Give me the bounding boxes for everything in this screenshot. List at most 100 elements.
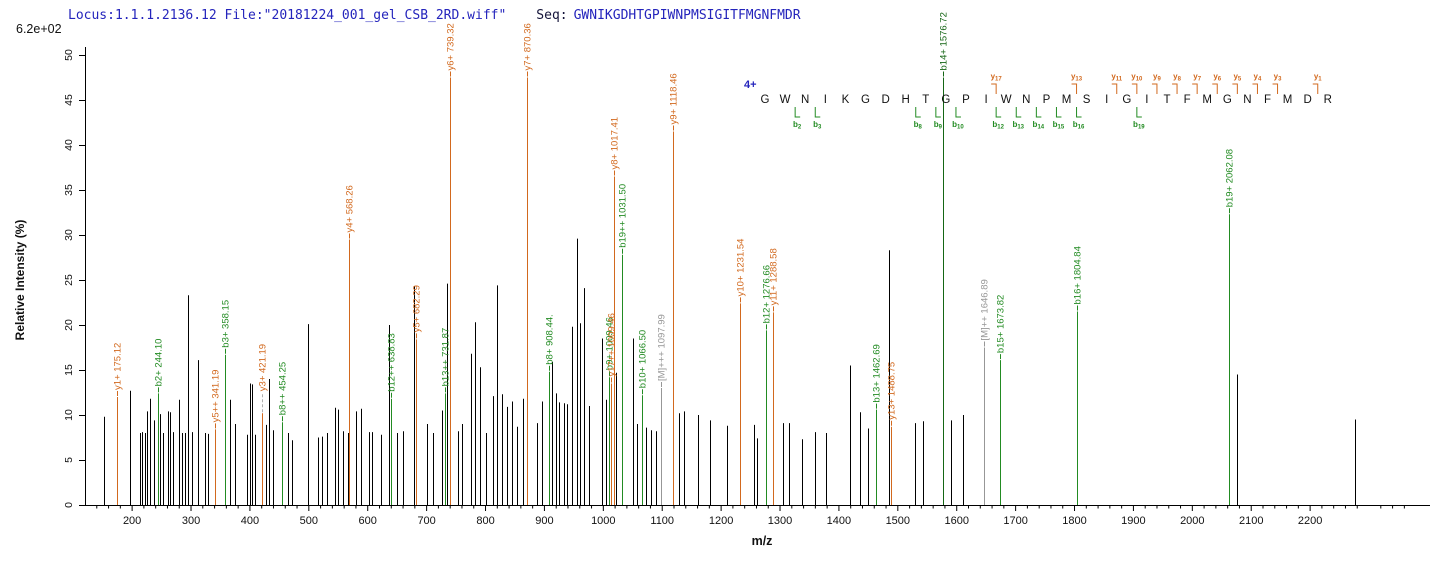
y-ion-label: y1	[1314, 72, 1322, 83]
x-tick-label: 1600	[944, 515, 968, 527]
residue-letter: M	[1062, 94, 1072, 106]
y-ion-label: y11	[1111, 72, 1122, 83]
x-tick-label: 200	[123, 515, 141, 527]
b-ion-label: b10	[952, 120, 964, 131]
peptide-sequence-text: GWNIKGDHTGPIWNPMSIGITFMGNFMDR	[573, 8, 801, 23]
peak-label: b14+ 1576.72	[939, 12, 950, 70]
x-tick-label: 1100	[650, 515, 674, 527]
x-tick-label: 2200	[1298, 515, 1322, 527]
x-tick-label: 800	[476, 515, 494, 527]
residue-letter: I	[1145, 94, 1148, 106]
residue-letter: P	[1043, 94, 1051, 106]
peak-label: b10+ 1066.50	[638, 330, 649, 388]
y-cleavage-mark	[1212, 83, 1218, 94]
b-cleavage-mark	[794, 107, 801, 118]
peak-label: b13+ 1462.69	[872, 344, 883, 402]
x-tick-label: 2100	[1239, 515, 1263, 527]
peak-label: y5+ 682.29	[412, 285, 423, 332]
b-cleavage-mark	[814, 107, 821, 118]
peak-label: b9+ 1009.46	[605, 317, 616, 370]
peak-label: y6+ 739.32	[446, 23, 457, 70]
residue-letter: I	[984, 94, 987, 106]
y-tick-label: 50	[63, 49, 75, 61]
residue-letter: W	[1001, 94, 1012, 106]
y-tick-label: 40	[63, 139, 75, 151]
b-cleavage-mark	[1035, 107, 1042, 118]
y-tick-label: 25	[63, 274, 75, 286]
x-tick-label: 1500	[886, 515, 910, 527]
peak-label: b8++ 454.25	[278, 362, 289, 415]
b-ion-label: b12	[992, 120, 1004, 131]
b-ion-label: b8	[914, 120, 923, 131]
peak-label: y1+ 175.12	[113, 343, 124, 390]
residue-letter: G	[1223, 94, 1232, 106]
peak-label: [M]+++ 1097.99	[657, 314, 668, 381]
residue-letter: D	[1304, 94, 1312, 106]
x-tick-label: 1000	[591, 515, 615, 527]
y-tick-label: 10	[63, 409, 75, 421]
y-ion-label: y5	[1233, 72, 1241, 83]
precursor-charge: 4+	[744, 79, 757, 91]
peak-label: b19++ 1031.50	[618, 184, 629, 248]
y-cleavage-mark	[1071, 83, 1078, 94]
y-cleavage-mark	[1111, 83, 1118, 94]
x-tick-label: 400	[241, 515, 259, 527]
y-cleavage-mark	[991, 83, 997, 94]
peaks	[104, 77, 1356, 505]
b-ion-label: b13	[1012, 120, 1024, 131]
residue-letter: M	[1202, 94, 1212, 106]
peak-label: y9+ 1118.46	[669, 73, 680, 124]
y-tick-label: 0	[63, 502, 75, 508]
b-cleavage-mark	[995, 107, 1002, 118]
y-ion-label: y13	[1071, 72, 1083, 83]
residue-letter: M	[1283, 94, 1293, 106]
y-cleavage-mark	[1151, 83, 1158, 94]
peak-label: b16+ 1804.84	[1073, 246, 1084, 304]
x-tick-label: 2000	[1180, 515, 1204, 527]
b-cleavage-mark	[1076, 107, 1082, 118]
y-ion-label: y8	[1173, 72, 1181, 83]
b-cleavage-mark	[1055, 107, 1062, 118]
b-ion-label: b9	[934, 120, 943, 131]
max-intensity-value: 6.2e+02	[16, 22, 62, 36]
peak-label: y8+ 1017.41	[610, 117, 621, 170]
b-cleavage-mark	[1015, 107, 1022, 118]
x-tick-label: 900	[535, 515, 553, 527]
peak-label: y5++ 341.19	[211, 370, 222, 423]
residue-letter: G	[861, 94, 870, 106]
residue-letter: F	[1184, 94, 1191, 106]
y-cleavage-mark	[1252, 83, 1258, 94]
x-tick-label: 1400	[827, 515, 851, 527]
y-tick-label: 15	[63, 364, 75, 376]
y-tick-label: 30	[63, 229, 75, 241]
peak-label: b2+ 244.10	[154, 339, 165, 387]
y-tick-label: 20	[63, 319, 75, 331]
residue-letter: I	[824, 94, 827, 106]
x-tick-label: 500	[300, 515, 318, 527]
peak-label: b13++ 731.87	[441, 328, 452, 387]
peak-label: b12+ 1276.66	[762, 265, 773, 323]
header: Locus:1.1.1.2136.12 File:"20181224_001_g…	[68, 8, 801, 23]
seq-label: Seq:	[536, 8, 568, 23]
b-cleavage-mark	[1136, 107, 1142, 118]
y-ion-label: y4	[1254, 72, 1262, 83]
residue-letter: N	[801, 94, 809, 106]
x-tick-label: 1200	[709, 515, 733, 527]
b-cleavage-mark	[935, 107, 941, 118]
peak-label: y3+ 421.19	[258, 344, 269, 391]
peak-label: [M]++ 1646.89	[980, 279, 991, 340]
peak-label: y13+ 1488.75	[887, 362, 898, 420]
x-tick-label: 700	[417, 515, 435, 527]
b-ion-label: b19	[1133, 120, 1145, 131]
residue-letter: S	[1083, 94, 1091, 106]
y-cleavage-mark	[1131, 83, 1138, 94]
residue-letter: N	[1243, 94, 1251, 106]
residue-letter: G	[761, 94, 770, 106]
peak-label: y7+ 870.36	[523, 23, 534, 70]
x-ticks: 200 300 400 500 600 700 800 900 1000 1100 1200 1300…	[96, 505, 1405, 548]
y-cleavage-mark	[1192, 83, 1198, 94]
residue-letter: T	[922, 94, 929, 106]
residue-letter: G	[1122, 94, 1131, 106]
